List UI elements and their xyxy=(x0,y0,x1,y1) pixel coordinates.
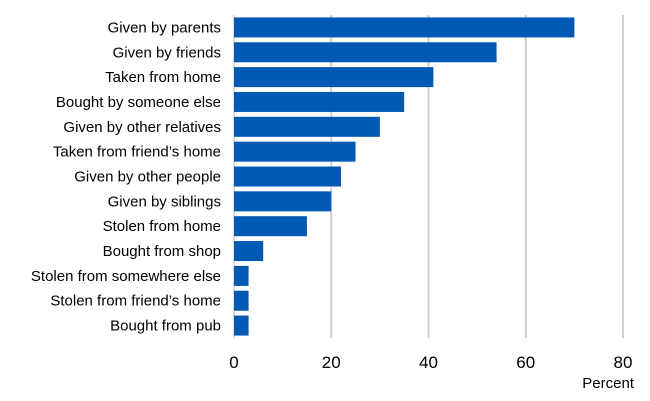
x-tick-label: 80 xyxy=(614,353,633,372)
bar xyxy=(234,42,497,63)
category-label: Taken from friend’s home xyxy=(53,144,221,161)
x-tick-label: 40 xyxy=(419,353,438,372)
bar xyxy=(234,191,332,212)
category-label: Given by parents xyxy=(108,19,221,36)
bar xyxy=(234,17,575,38)
category-label: Given by other relatives xyxy=(63,119,221,136)
x-tick-label: 20 xyxy=(322,353,341,372)
x-axis-title: Percent xyxy=(582,375,635,392)
bar xyxy=(234,265,249,286)
x-tick-label: 0 xyxy=(229,353,238,372)
bar xyxy=(234,166,341,187)
category-label: Given by siblings xyxy=(108,193,221,210)
bars xyxy=(234,17,575,336)
x-tick-label: 60 xyxy=(516,353,535,372)
category-label: Stolen from friend’s home xyxy=(50,293,221,310)
category-label: Bought from pub xyxy=(110,318,221,335)
bar xyxy=(234,91,405,112)
category-label: Given by friends xyxy=(113,44,221,61)
category-label: Stolen from home xyxy=(103,218,221,235)
category-label: Taken from home xyxy=(105,69,221,86)
bar xyxy=(234,315,249,336)
bar xyxy=(234,67,434,88)
bar xyxy=(234,216,307,237)
category-label: Given by other people xyxy=(74,169,221,186)
category-labels: Given by parents Given by friends Taken fr… xyxy=(31,19,221,334)
x-tick-labels: 0 20 40 60 80 xyxy=(229,353,632,372)
category-label: Stolen from somewhere else xyxy=(31,268,221,285)
category-label: Bought from shop xyxy=(103,243,221,260)
category-label: Bought by someone else xyxy=(56,94,221,111)
bar xyxy=(234,241,264,262)
bar xyxy=(234,290,249,311)
bar xyxy=(234,116,380,137)
bar xyxy=(234,141,356,162)
